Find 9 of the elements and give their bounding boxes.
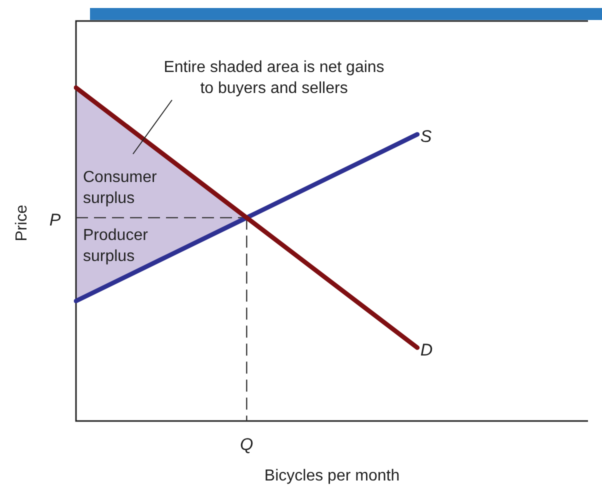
text: Q xyxy=(240,435,254,454)
annotation: Entire shaded area is net gains to buyers and sellers xyxy=(164,59,384,97)
annotation: Producer surplus xyxy=(83,227,149,265)
annotation: Consumer surplus xyxy=(83,169,158,207)
series-label: D xyxy=(420,340,433,360)
x-axis-title: Bicycles per month xyxy=(264,467,400,484)
y-axis-title: Price xyxy=(13,204,30,242)
series-label: S xyxy=(420,127,432,146)
ref-line-label: P xyxy=(49,210,62,230)
